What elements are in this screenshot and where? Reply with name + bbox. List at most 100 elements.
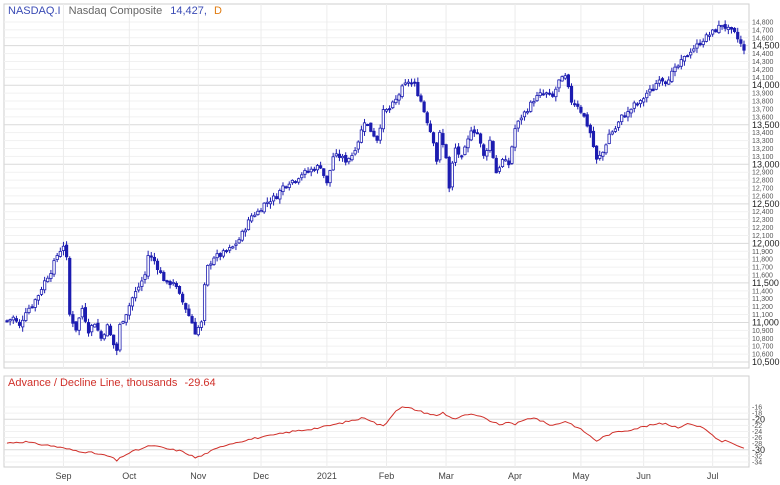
price-tick-label-major: 14,500	[752, 41, 780, 51]
candle-body	[14, 318, 19, 322]
candle-body	[187, 308, 191, 316]
candle-body	[685, 55, 690, 58]
candle-body	[152, 256, 156, 262]
candle-body	[39, 289, 44, 295]
candle-body	[472, 129, 476, 134]
candle-body	[71, 314, 75, 324]
candle-body	[450, 162, 454, 188]
candle-body	[516, 120, 520, 129]
candle-body	[8, 319, 12, 322]
candle-body	[695, 43, 699, 49]
candle-body	[328, 170, 332, 184]
candle-body	[350, 155, 354, 161]
candle-body	[585, 114, 589, 127]
last-value: 14,427,	[170, 5, 207, 17]
candle-body	[500, 159, 505, 168]
candle-body	[344, 154, 348, 163]
ad-tick-label: -34	[752, 459, 762, 466]
candle-body	[717, 24, 721, 33]
price-tick-label: 13,600	[752, 114, 774, 121]
candle-body	[378, 127, 382, 141]
candle-body	[49, 273, 53, 279]
price-tick-label-major: 12,000	[752, 238, 780, 248]
candle-body	[86, 322, 91, 334]
price-tick-label: 13,200	[752, 146, 774, 153]
candle-body	[177, 286, 182, 294]
x-tick-label: Nov	[190, 471, 207, 481]
price-tick-label: 13,800	[752, 99, 774, 106]
candle-body	[250, 215, 254, 222]
candle-body	[482, 144, 486, 156]
candle-body	[742, 44, 746, 51]
candle-body	[146, 255, 150, 277]
candle-body	[300, 174, 304, 179]
price-tick-label-major: 12,500	[752, 199, 780, 209]
candlestick-series	[5, 20, 746, 356]
candle-body	[221, 250, 225, 257]
candle-body	[400, 85, 404, 97]
candle-body	[610, 131, 614, 135]
candle-body	[573, 103, 577, 106]
x-tick-label: Oct	[122, 471, 137, 481]
candle-body	[726, 26, 730, 31]
candle-body	[315, 165, 320, 171]
candle-body	[140, 280, 144, 287]
price-tick-label: 11,600	[752, 273, 773, 280]
price-tick-label-major: 13,000	[752, 159, 780, 169]
candle-body	[391, 101, 395, 109]
ad-axis: -16-18-20-22-24-26-28-30-32-34	[752, 405, 765, 467]
candle-body	[290, 179, 294, 184]
candle-body	[137, 286, 141, 291]
candle-body	[165, 280, 169, 283]
candle-body	[569, 85, 574, 103]
candle-body	[663, 81, 668, 85]
candle-body	[604, 144, 608, 154]
candle-body	[246, 219, 251, 231]
candle-body	[428, 123, 432, 132]
candle-body	[598, 154, 602, 159]
candle-body	[80, 308, 84, 318]
candle-body	[209, 263, 213, 266]
candle-body	[325, 175, 329, 184]
ad-panel-frame	[3, 375, 750, 468]
candle-body	[616, 121, 621, 128]
price-tick-label: 13,700	[752, 106, 774, 113]
candle-body	[337, 153, 342, 158]
candle-body	[645, 92, 649, 99]
candle-body	[149, 255, 153, 258]
candle-body	[259, 210, 263, 213]
candle-body	[303, 170, 307, 175]
ad-line-series	[6, 406, 745, 462]
candle-body	[673, 66, 677, 73]
candle-body	[692, 48, 696, 52]
candle-body	[538, 92, 542, 96]
x-tick-label: Feb	[379, 471, 395, 481]
price-tick-label: 12,400	[752, 209, 774, 216]
candle-body	[626, 111, 630, 118]
candle-body	[11, 316, 15, 321]
candle-body	[504, 159, 508, 162]
candle-body	[491, 141, 495, 158]
candle-body	[5, 320, 9, 323]
candle-body	[657, 79, 661, 84]
candle-body	[372, 130, 376, 137]
candle-body	[331, 156, 335, 171]
candle-body	[190, 316, 194, 324]
candle-body	[93, 323, 97, 328]
x-tick-label: Dec	[253, 471, 270, 481]
candle-body	[218, 253, 222, 257]
candle-body	[30, 306, 34, 309]
price-tick-label: 14,300	[752, 59, 774, 66]
candle-body	[171, 282, 175, 285]
candle-body	[529, 101, 533, 112]
x-tick-label: 2021	[317, 471, 337, 481]
price-tick-label: 12,800	[752, 178, 774, 185]
candle-body	[388, 108, 392, 111]
candle-body	[591, 130, 596, 148]
candle-body	[729, 27, 734, 30]
candle-body	[557, 79, 561, 89]
symbol-label: NASDAQ.I	[8, 5, 61, 17]
candle-body	[579, 106, 583, 113]
